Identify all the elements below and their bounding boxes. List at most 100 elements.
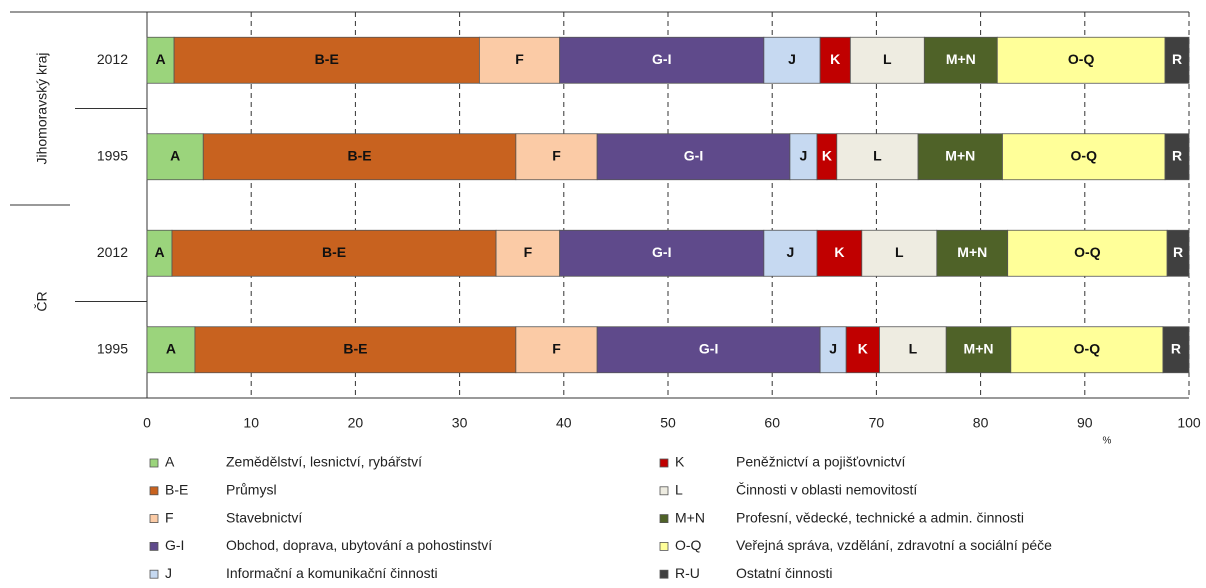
x-tick-label: 100 [1177, 415, 1201, 431]
legend-code: K [675, 454, 685, 470]
segment-label: B-E [315, 51, 339, 67]
x-tick-label: 20 [348, 415, 364, 431]
segment-label: G-I [652, 244, 671, 260]
bar-segment [146, 36, 175, 84]
x-tick-label: 60 [764, 415, 780, 431]
bar-segment [1002, 133, 1166, 181]
bar-segment [146, 229, 173, 277]
legend-name: Veřejná správa, vzdělání, zdravotní a so… [736, 537, 1052, 553]
bar-segment [1164, 133, 1190, 181]
segment-label: J [788, 51, 796, 67]
segment-label: K [858, 340, 868, 356]
segment-label: R [1173, 244, 1183, 260]
bar-segment [202, 133, 517, 181]
bar-segment [515, 133, 598, 181]
segment-label: K [822, 147, 832, 163]
segment-label: R [1171, 340, 1181, 356]
bar-segment [996, 36, 1166, 84]
legend-code: G-I [165, 537, 184, 553]
legend-code: R-U [675, 565, 700, 581]
legend-swatch [149, 569, 159, 579]
bar-segment [936, 229, 1009, 277]
legend-code: L [675, 482, 683, 498]
legend-name: Obchod, doprava, ubytování a pohostinstv… [226, 537, 492, 553]
bar-segment [1007, 229, 1168, 277]
bar-segment [845, 326, 880, 374]
segment-label: A [166, 340, 176, 356]
bar-segment [1010, 326, 1164, 374]
segment-label: B-E [322, 244, 346, 260]
bar-segment [763, 229, 818, 277]
segment-label: F [515, 51, 524, 67]
legend-name: Činnosti v oblasti nemovitostí [736, 482, 917, 498]
segment-label: R [1172, 147, 1182, 163]
bar-segment [923, 36, 998, 84]
bar-segment [1164, 36, 1190, 84]
segment-label: O-Q [1068, 51, 1095, 67]
bar-segment [559, 229, 765, 277]
segment-label: G-I [699, 340, 718, 356]
segment-label: M+N [957, 244, 987, 260]
segment-label: M+N [964, 340, 994, 356]
legend-swatch [149, 458, 159, 468]
segment-label: K [830, 51, 840, 67]
segment-label: O-Q [1071, 147, 1098, 163]
segment-label: L [873, 147, 882, 163]
bar-segment [515, 326, 598, 374]
segment-label: A [170, 147, 180, 163]
segment-label: A [155, 51, 165, 67]
legend-code: B-E [165, 482, 188, 498]
bar-segment [945, 326, 1012, 374]
x-tick-label: 70 [869, 415, 885, 431]
x-tick-label: 10 [243, 415, 259, 431]
legend-name: Zemědělství, lesnictví, rybářství [226, 454, 422, 470]
bar-segment [1162, 326, 1190, 374]
legend-name: Průmysl [226, 482, 277, 498]
y-tick-label: 2012 [97, 51, 128, 67]
segment-label: J [787, 244, 795, 260]
bar-segment [559, 36, 765, 84]
segment-label: R [1172, 51, 1182, 67]
x-tick-label: 40 [556, 415, 572, 431]
segment-label: K [834, 244, 844, 260]
segment-label: M+N [946, 51, 976, 67]
segment-label: B-E [348, 147, 372, 163]
legend-code: F [165, 509, 174, 525]
legend-swatch [149, 514, 159, 523]
y-tick-label: 1995 [97, 340, 128, 356]
legend-name: Ostatní činnosti [736, 565, 833, 581]
segment-label: L [883, 51, 892, 67]
bar-segment [861, 229, 938, 277]
segment-label: L [909, 340, 918, 356]
legend-swatch [659, 486, 669, 496]
group-label: Jihomoravský kraj [34, 52, 50, 164]
legend-name: Stavebnictví [226, 509, 302, 525]
segment-label: L [895, 244, 904, 260]
segment-label: A [154, 244, 164, 260]
bar-segment [1166, 229, 1190, 277]
bar-segment [879, 326, 947, 374]
legend-code: M+N [675, 509, 705, 525]
segment-label: O-Q [1074, 244, 1101, 260]
segment-label: F [552, 340, 561, 356]
segment-label: F [524, 244, 533, 260]
bar-segment [146, 133, 204, 181]
segment-label: F [552, 147, 561, 163]
bar-segment [849, 36, 925, 84]
bar-segment [171, 229, 497, 277]
segment-label: G-I [652, 51, 671, 67]
x-tick-label: 30 [452, 415, 468, 431]
legend-swatch [659, 514, 669, 523]
legend-code: A [165, 454, 175, 470]
group-label: ČR [34, 291, 50, 311]
legend-swatch [659, 458, 669, 468]
legend-code: J [165, 565, 172, 581]
legend-code: O-Q [675, 537, 702, 553]
legend-swatch [659, 542, 669, 551]
legend-swatch [659, 569, 669, 579]
segment-label: J [829, 340, 837, 356]
segment-label: B-E [343, 340, 367, 356]
legend-swatch [149, 486, 159, 496]
bar-segment [836, 133, 919, 181]
